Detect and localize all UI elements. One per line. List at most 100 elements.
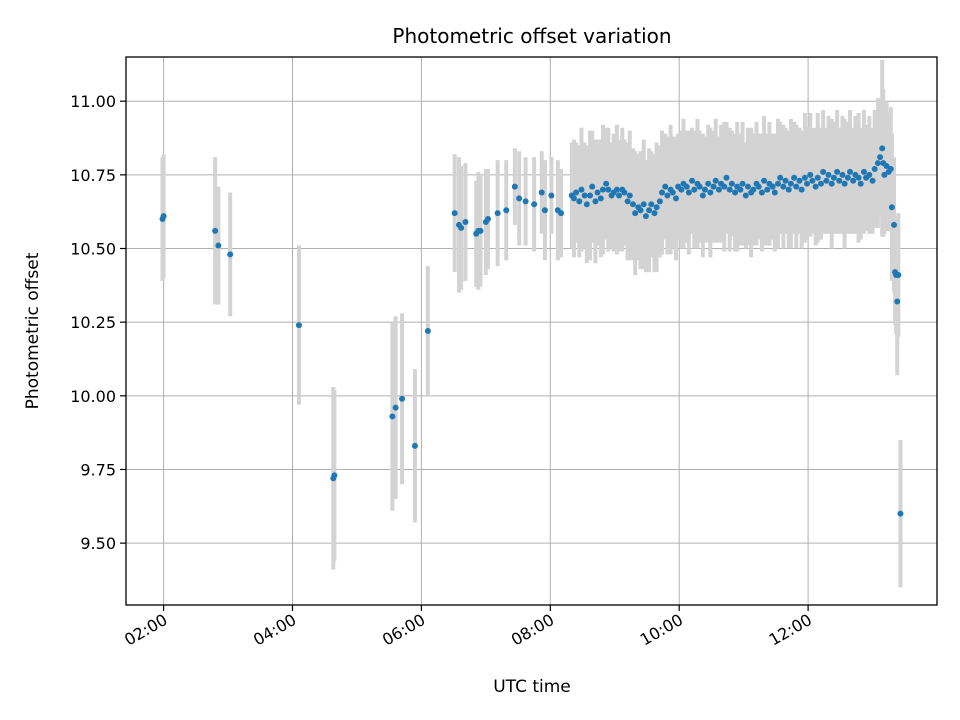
data-point xyxy=(712,177,719,184)
data-point xyxy=(484,216,491,223)
data-point xyxy=(389,413,396,420)
data-point xyxy=(839,171,846,178)
data-point xyxy=(866,171,873,178)
data-point xyxy=(160,213,167,220)
chart-title: Photometric offset variation xyxy=(392,24,671,48)
data-point xyxy=(879,145,886,152)
y-tick-label: 10.50 xyxy=(70,240,116,259)
data-point xyxy=(891,221,898,228)
data-point xyxy=(750,186,757,193)
data-point xyxy=(632,210,639,217)
data-point xyxy=(451,210,458,217)
data-point xyxy=(726,186,733,193)
data-point xyxy=(769,183,776,190)
data-point xyxy=(828,180,835,187)
data-points xyxy=(159,145,904,517)
data-point xyxy=(399,395,406,402)
data-point xyxy=(573,189,580,196)
y-axis: 9.50 9.75 10.00 10.25 10.50 10.75 11.00 xyxy=(70,92,126,553)
data-point xyxy=(592,198,599,205)
data-point xyxy=(707,189,714,196)
data-point xyxy=(541,207,548,214)
data-point xyxy=(771,189,778,196)
data-point xyxy=(626,192,633,199)
data-point xyxy=(782,177,789,184)
data-point xyxy=(653,204,660,211)
data-point xyxy=(669,189,676,196)
data-point xyxy=(844,174,851,181)
data-point xyxy=(699,192,706,199)
plot-frame xyxy=(125,56,938,606)
data-point xyxy=(883,163,890,170)
data-point xyxy=(576,198,583,205)
data-point xyxy=(728,180,735,187)
data-point xyxy=(796,177,803,184)
data-point xyxy=(578,186,585,193)
data-point xyxy=(531,201,538,208)
x-axis-label: UTC time xyxy=(493,677,571,697)
data-point xyxy=(881,171,888,178)
data-point xyxy=(683,183,690,190)
data-point xyxy=(603,180,610,187)
data-point xyxy=(764,186,771,193)
data-point xyxy=(834,168,841,175)
data-point xyxy=(640,201,647,208)
data-point xyxy=(331,472,338,479)
y-axis-label: Photometric offset xyxy=(23,252,43,409)
y-tick-label: 11.00 xyxy=(70,92,116,111)
data-point xyxy=(874,160,881,167)
data-point xyxy=(715,186,722,193)
data-point xyxy=(869,177,876,184)
data-point xyxy=(589,183,596,190)
y-tick-label: 9.50 xyxy=(80,534,116,553)
data-point xyxy=(801,174,808,181)
data-point xyxy=(758,189,765,196)
data-point xyxy=(895,272,902,279)
data-point xyxy=(798,186,805,193)
data-point xyxy=(732,189,739,196)
data-point xyxy=(570,195,577,202)
data-point xyxy=(458,224,465,231)
y-tick-label: 10.25 xyxy=(70,313,116,332)
data-point xyxy=(812,183,819,190)
data-point xyxy=(710,183,717,190)
data-point xyxy=(744,183,751,190)
data-point xyxy=(791,174,798,181)
data-point xyxy=(503,207,510,214)
data-point xyxy=(894,298,901,305)
data-point xyxy=(820,168,827,175)
data-point xyxy=(215,242,222,249)
data-point xyxy=(691,186,698,193)
data-point xyxy=(558,210,565,217)
data-point xyxy=(877,154,884,161)
data-point xyxy=(646,207,653,214)
y-tick-label: 10.75 xyxy=(70,166,116,185)
data-point xyxy=(581,192,588,199)
data-point xyxy=(814,174,821,181)
data-point xyxy=(887,165,894,172)
data-point xyxy=(212,227,219,234)
data-point xyxy=(651,210,658,217)
data-point xyxy=(860,168,867,175)
data-point xyxy=(780,183,787,190)
data-point xyxy=(583,201,590,208)
data-point xyxy=(804,180,811,187)
data-point xyxy=(701,186,708,193)
data-point xyxy=(807,171,814,178)
data-point xyxy=(411,442,418,449)
data-point xyxy=(809,177,816,184)
data-point xyxy=(841,180,848,187)
data-point xyxy=(721,183,728,190)
data-point xyxy=(857,180,864,187)
data-point xyxy=(825,171,832,178)
data-point xyxy=(616,192,623,199)
data-point xyxy=(538,189,545,196)
data-point xyxy=(793,183,800,190)
data-point xyxy=(637,207,644,214)
data-point xyxy=(587,192,594,199)
data-point xyxy=(850,177,857,184)
data-point xyxy=(662,183,669,190)
data-point xyxy=(777,174,784,181)
